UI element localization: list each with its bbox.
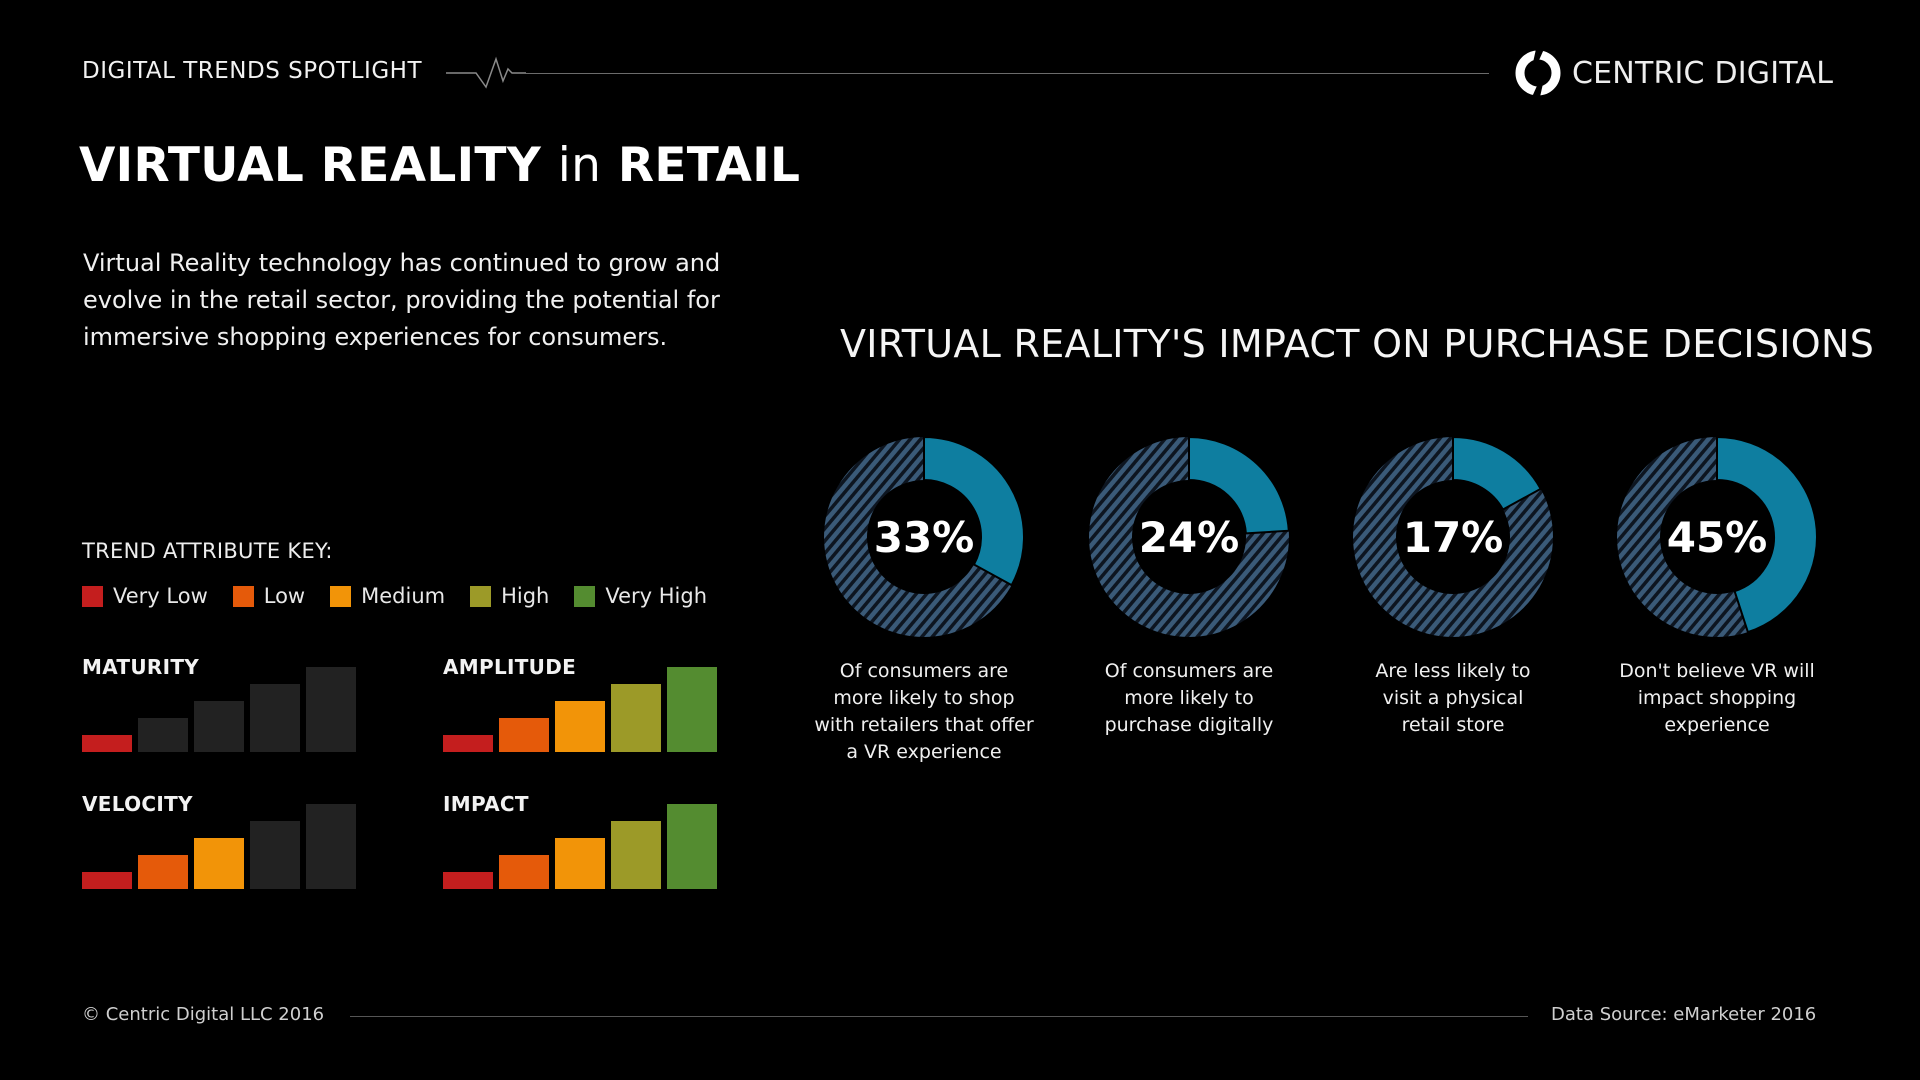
attribute-bar [499, 855, 549, 889]
attribute-amplitude: AMPLITUDE [443, 655, 723, 752]
legend-label: Low [263, 584, 306, 608]
attribute-bars [443, 804, 723, 889]
header-divider [525, 73, 1489, 74]
attribute-maturity: MATURITY [82, 655, 362, 752]
stat-caption: Are less likely to visit a physical retail… [1333, 658, 1573, 739]
donut-chart: 45% [1615, 435, 1819, 639]
donut-chart: 33% [822, 435, 1026, 639]
attribute-bar [82, 735, 132, 752]
caption-line: retail store [1401, 714, 1505, 736]
stat-value: 33% [873, 512, 975, 562]
legend-item: Very High [574, 584, 707, 608]
legend-item: High [470, 584, 549, 608]
stat-value: 45% [1666, 512, 1768, 562]
stat-value: 24% [1138, 512, 1240, 562]
trend-legend: Very Low Low Medium High Very High [82, 584, 732, 608]
stat-caption: Don't believe VR will impact shopping expe… [1597, 658, 1837, 739]
legend-swatch [470, 585, 492, 607]
title-part-3: RETAIL [617, 138, 801, 193]
legend-label: Medium [361, 584, 446, 608]
attribute-bar [250, 821, 300, 889]
attribute-bar [667, 804, 717, 889]
footer-divider [350, 1016, 1528, 1017]
attribute-bar [306, 667, 356, 752]
legend-label: Very High [605, 584, 708, 608]
stat-caption: Of consumers are more likely to purchase d… [1069, 658, 1309, 739]
caption-line: Are less likely to [1375, 660, 1531, 682]
caption-line: experience [1664, 714, 1770, 736]
attribute-bar [499, 718, 549, 752]
legend-label: High [501, 584, 550, 608]
attribute-label: AMPLITUDE [443, 655, 577, 679]
legend-label: Very Low [113, 584, 208, 608]
caption-line: more likely to [1124, 687, 1254, 709]
attribute-bar [611, 821, 661, 889]
attribute-label: IMPACT [443, 792, 529, 816]
stat-value: 17% [1402, 512, 1504, 562]
legend-swatch [330, 585, 352, 607]
attribute-label: MATURITY [82, 655, 200, 679]
caption-line: purchase digitally [1104, 714, 1274, 736]
attribute-impact: IMPACT [443, 792, 723, 889]
legend-item: Medium [330, 584, 445, 608]
caption-line: Of consumers are [839, 660, 1009, 682]
copyright: © Centric Digital LLC 2016 [82, 1004, 325, 1025]
attribute-label: VELOCITY [82, 792, 193, 816]
attribute-bar [443, 735, 493, 752]
page-title: VIRTUAL REALITY in RETAIL [79, 138, 800, 193]
caption-line: a VR experience [846, 741, 1002, 763]
attribute-bar [555, 838, 605, 889]
attribute-bar [443, 872, 493, 889]
legend-item: Very Low [82, 584, 208, 608]
data-source: Data Source: eMarketer 2016 [1551, 1004, 1817, 1025]
attribute-bar [138, 855, 188, 889]
caption-line: visit a physical [1382, 687, 1524, 709]
attribute-bar [611, 684, 661, 752]
eyebrow-label: DIGITAL TRENDS SPOTLIGHT [82, 58, 422, 84]
stat-caption: Of consumers are more likely to shop with … [804, 658, 1044, 766]
attribute-bar [250, 684, 300, 752]
legend-item: Low [232, 584, 306, 608]
caption-line: more likely to shop [833, 687, 1015, 709]
attribute-bar [82, 872, 132, 889]
caption-line: impact shopping [1637, 687, 1797, 709]
attribute-bar [555, 701, 605, 752]
donut-chart: 24% [1087, 435, 1291, 639]
caption-line: Of consumers are [1104, 660, 1274, 682]
caption-line: Don't believe VR will [1619, 660, 1815, 682]
heartbeat-line-icon [446, 56, 526, 89]
brand-logo: CENTRIC DIGITAL [1514, 49, 1833, 97]
attribute-bar [306, 804, 356, 889]
key-heading: TREND ATTRIBUTE KEY: [82, 539, 333, 563]
legend-swatch [82, 585, 103, 607]
attribute-bar [194, 701, 244, 752]
attribute-bars [443, 667, 723, 752]
attribute-bar [667, 667, 717, 752]
title-part-1: VIRTUAL REALITY [79, 138, 542, 193]
attribute-bar [194, 838, 244, 889]
intro-paragraph: Virtual Reality technology has continued… [83, 249, 721, 351]
title-part-2: in [557, 138, 602, 193]
legend-swatch [232, 585, 254, 607]
brand-name: CENTRIC DIGITAL [1572, 55, 1834, 91]
centric-digital-logo-icon [1515, 49, 1561, 97]
attribute-bar [138, 718, 188, 752]
attribute-bars [82, 667, 362, 752]
attribute-velocity: VELOCITY [82, 792, 362, 889]
caption-line: with retailers that offer [814, 714, 1034, 736]
donut-chart: 17% [1351, 435, 1555, 639]
section-title: VIRTUAL REALITY'S IMPACT ON PURCHASE DEC… [840, 322, 1875, 366]
attribute-bars [82, 804, 362, 889]
legend-swatch [574, 585, 596, 607]
